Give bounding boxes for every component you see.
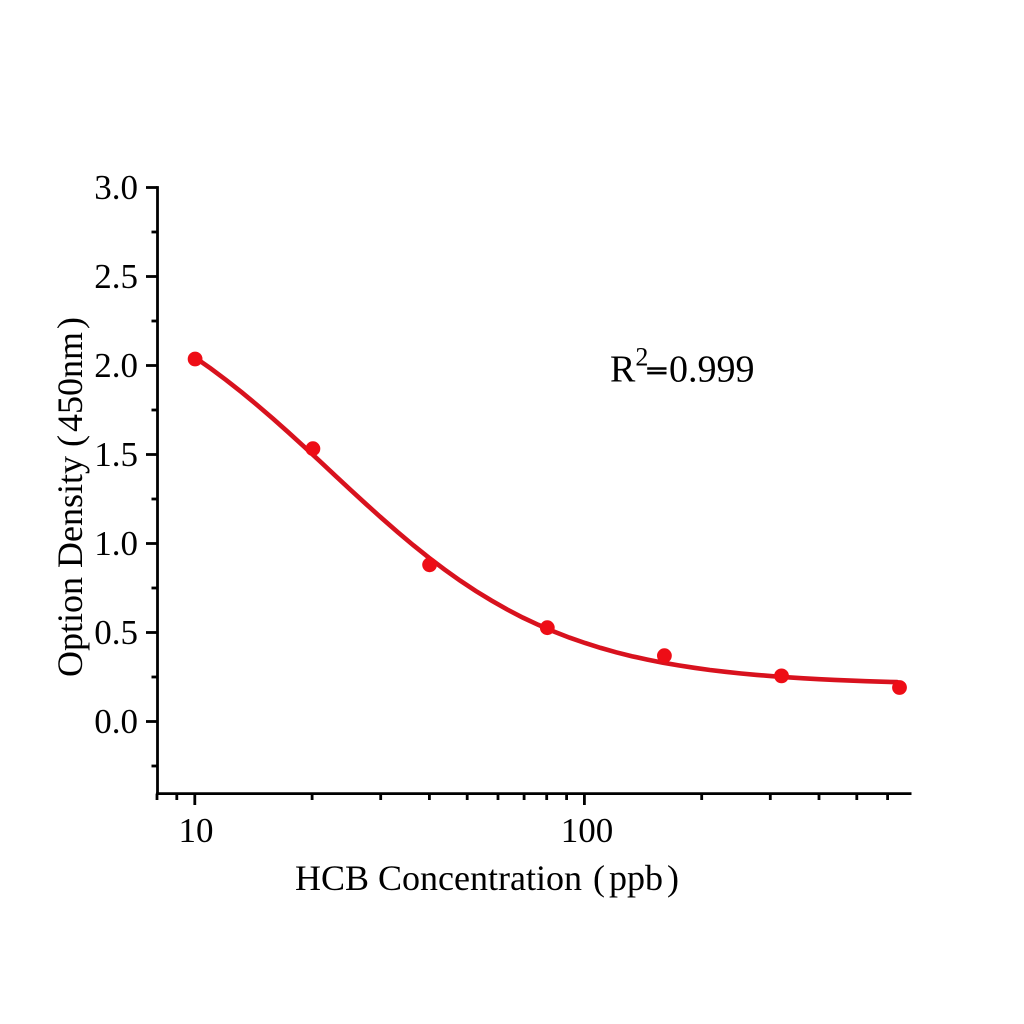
svg-text:10: 10	[179, 811, 214, 850]
svg-text:2.0: 2.0	[94, 346, 138, 385]
svg-text:0.0: 0.0	[94, 702, 138, 741]
svg-text:1.5: 1.5	[94, 435, 138, 474]
svg-text:1.0: 1.0	[94, 524, 138, 563]
svg-text:2.5: 2.5	[94, 257, 138, 296]
svg-text:0.5: 0.5	[94, 613, 138, 652]
svg-text:3.0: 3.0	[94, 168, 138, 207]
svg-text:100: 100	[561, 811, 614, 850]
svg-text:Option Density(450nm): Option Density(450nm)	[50, 317, 90, 677]
svg-text:0.999: 0.999	[669, 349, 755, 391]
svg-text:HCB Concentration(ppb): HCB Concentration(ppb)	[295, 858, 679, 898]
